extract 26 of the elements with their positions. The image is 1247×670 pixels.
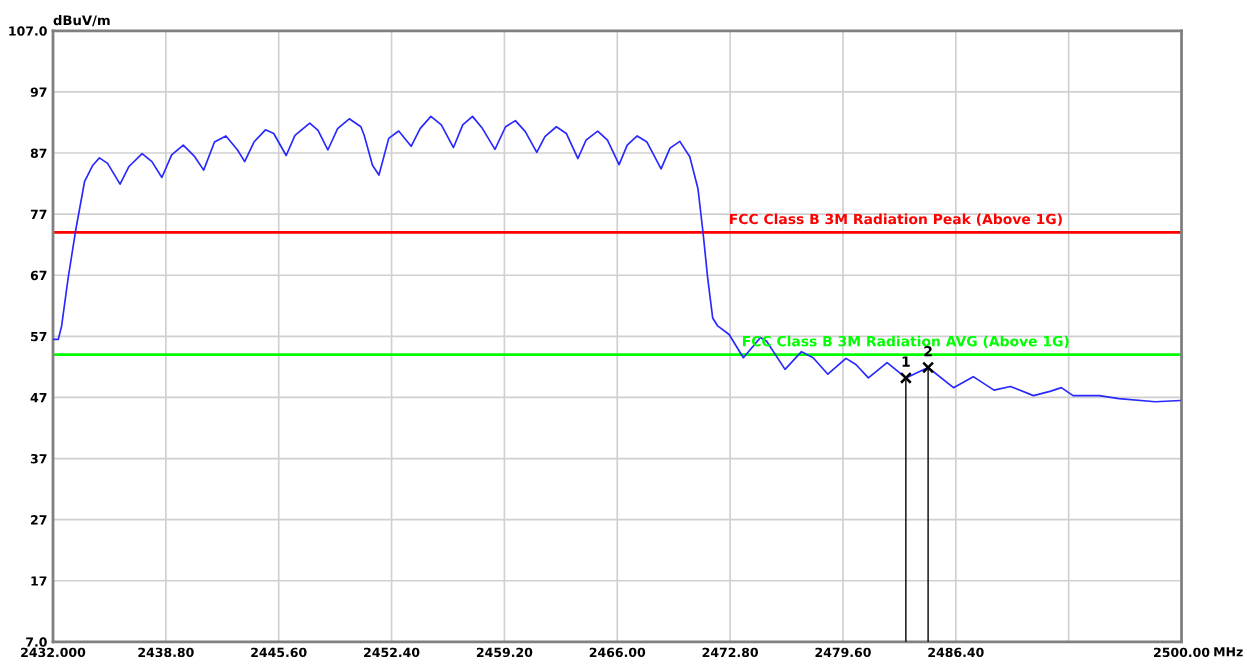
y-axis-title: dBuV/m xyxy=(53,15,110,27)
x-tick-label: 2452.40 xyxy=(364,647,420,658)
line-series xyxy=(53,115,1181,403)
y-tick-label: 67 xyxy=(30,270,47,281)
x-tick-label: 2459.20 xyxy=(476,647,533,658)
y-tick-label: 77 xyxy=(30,209,47,219)
ref-line-label: FCC Class B 3M Radiation Peak (Above 1G) xyxy=(730,213,1062,226)
y-tick-label: 57 xyxy=(31,331,47,342)
y-tick-label: 97 xyxy=(30,87,47,97)
y-tick-label: 87 xyxy=(30,148,47,158)
x-axis-title: MHz xyxy=(1214,647,1243,657)
y-tick-label: 107.0 xyxy=(9,26,47,36)
x-tick-label: 2438.80 xyxy=(138,647,194,658)
x-tick-label: 2479.60 xyxy=(815,647,871,658)
x-tick-label: 2445.60 xyxy=(251,647,307,658)
x-tick-label: 2486.40 xyxy=(928,647,984,658)
y-tick-label: 27 xyxy=(31,515,47,525)
annotation: 1 xyxy=(902,356,910,367)
x-tick-label: 2472.80 xyxy=(702,647,758,658)
y-tick-label: 17 xyxy=(31,576,47,586)
x-tick-label: 2500.00 xyxy=(1154,647,1210,658)
x-tick-label: 2432.000 xyxy=(21,647,86,658)
y-tick-label: 47 xyxy=(30,393,47,403)
y-tick-label: 37 xyxy=(30,454,47,464)
x-tick-label: 2466.00 xyxy=(589,647,646,658)
y-tick-label: 7.0 xyxy=(26,637,47,647)
